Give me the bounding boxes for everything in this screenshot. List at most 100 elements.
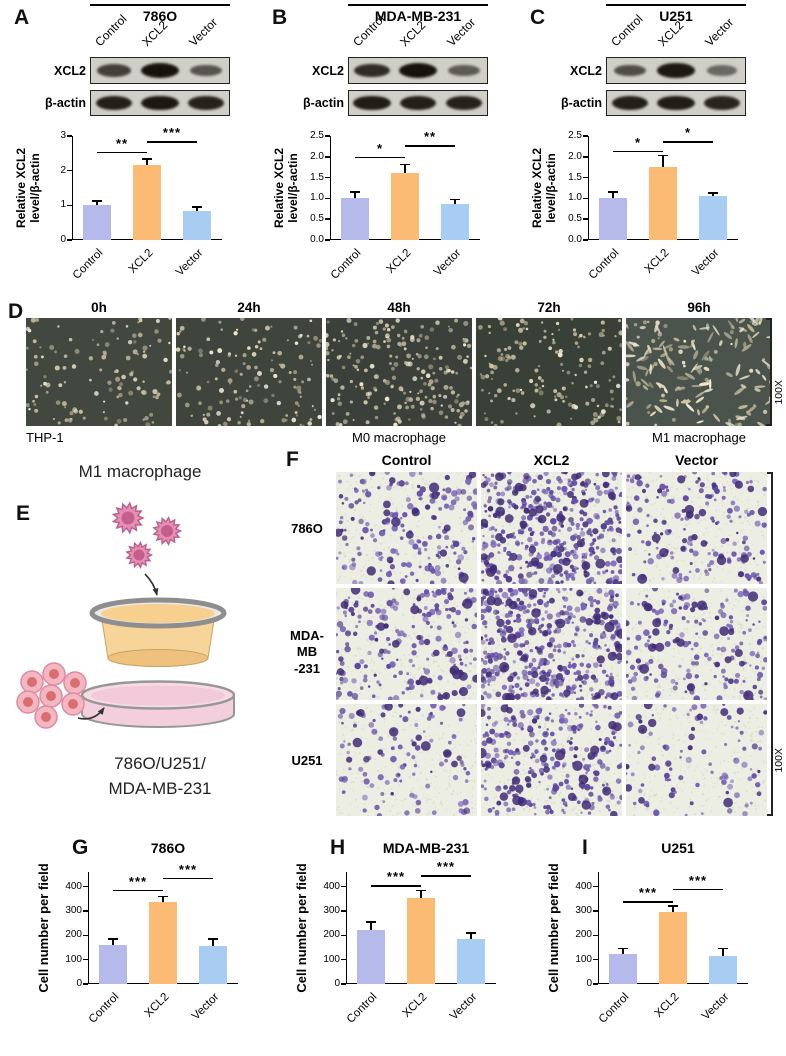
x-category-label: Control [70, 247, 106, 282]
y-tick-label: 300 [323, 904, 340, 916]
y-tick-label: 400 [323, 880, 340, 892]
bar-xcl2 [407, 897, 435, 984]
blot-band [354, 63, 390, 78]
error-bar [112, 938, 114, 946]
y-tick [583, 218, 588, 220]
significance-stars: * [634, 134, 642, 150]
error-bar-cap [158, 895, 168, 898]
y-tick-label: 0 [334, 978, 340, 989]
blot-band [399, 95, 437, 111]
bar-xcl2 [659, 912, 687, 984]
x-category-label: Control [586, 247, 622, 282]
blot-band [399, 63, 437, 78]
y-tick [341, 934, 346, 937]
panel-i: I U251 Cell number per field 0 100 200 300 40… [532, 836, 782, 1054]
panel-h: H MDA-MB-231 Cell number per field 0 100 20… [280, 836, 530, 1054]
y-tick [583, 239, 588, 241]
significance-line [623, 901, 673, 903]
blot-band [190, 64, 222, 77]
error-bar [454, 199, 456, 204]
row-label-mdamb231: MDA-MB -231 [290, 628, 324, 676]
panel-f: F Control XCL2 Vector 786O MDA-MB -231 U… [280, 448, 786, 838]
y-tick [325, 197, 330, 200]
caption-thp1: THP-1 [26, 430, 64, 445]
blot-band [95, 95, 133, 111]
blot-band [353, 95, 391, 111]
phase-micrograph [626, 318, 772, 426]
panel-a-cell-line-title: 786O [90, 4, 230, 24]
y-tick [583, 176, 588, 179]
y-tick [67, 169, 72, 172]
significance-line [355, 156, 405, 159]
error-bar-cap [618, 947, 628, 950]
col-header-vector: Vector [675, 452, 718, 468]
y-tick-label: 100 [323, 953, 340, 965]
y-tick [341, 983, 346, 985]
x-category-label: Vector [699, 991, 732, 1023]
western-blot-xcl2 [348, 57, 488, 84]
panel-b-cell-line-title: MDA-MB-231 [348, 4, 488, 24]
blot-target-label: XCL2 [312, 64, 344, 78]
caption-m0-macrophage: M0 macrophage [352, 430, 446, 445]
transwell-786o-vector [626, 472, 767, 584]
bar-vector [709, 956, 737, 984]
transwell-micrograph [481, 588, 622, 700]
y-tick [341, 885, 346, 888]
macrophage-nucleus [161, 525, 173, 537]
panel-i-title: U251 [661, 840, 695, 856]
time-label-48h: 48h [387, 300, 411, 315]
y-tick [83, 910, 88, 912]
x-category-label: Control [596, 991, 632, 1026]
macrophage-nucleus [133, 549, 145, 561]
time-label-72h: 72h [537, 300, 561, 315]
blot-band [657, 95, 695, 111]
col-header-control: Control [381, 452, 432, 468]
error-bar-cap [208, 938, 218, 940]
y-tick-label: 300 [575, 904, 592, 916]
y-tick-label: 200 [323, 929, 340, 941]
error-bar-cap [658, 154, 668, 157]
blot-band [141, 95, 179, 111]
x-category-label: Vector [431, 247, 464, 279]
transwell-micrograph [336, 472, 477, 584]
significance-line [97, 151, 147, 154]
significance-line [673, 888, 723, 891]
panel-g-title: 786O [150, 840, 186, 856]
blot-band [141, 63, 179, 78]
time-label-0h: 0h [91, 300, 107, 315]
panel-f-letter: F [286, 448, 299, 471]
western-blot-actin [90, 90, 230, 116]
y-tick-label: 0.0 [568, 234, 582, 245]
bar-control [599, 198, 627, 240]
y-tick [325, 135, 330, 137]
bar-control [99, 945, 127, 984]
blot-band [613, 64, 647, 77]
transwell-u251-control [336, 704, 477, 816]
bar-vector [699, 196, 727, 240]
significance-line [405, 145, 455, 147]
panel-b: B MDA-MB-231 Control XCL2 Vector XCL2 β-… [262, 0, 520, 298]
bar-xcl2 [391, 173, 419, 240]
panel-i-letter: I [582, 836, 588, 859]
blot-band [706, 65, 738, 76]
y-tick [83, 958, 88, 961]
x-category-label: Control [328, 247, 364, 282]
y-tick [593, 885, 598, 888]
y-tick-label: 2.5 [310, 130, 324, 141]
transwell-786o-control [336, 472, 477, 584]
y-tick [83, 983, 88, 985]
error-bar-cap [350, 191, 360, 193]
target-cells-label: 786O/U251/ MDA-MB-231 [108, 754, 212, 798]
phase-micrograph [476, 318, 622, 426]
blot-actin-label: β-actin [45, 96, 86, 110]
blot-band [187, 95, 225, 111]
bar-vector [457, 938, 485, 984]
bar-control [341, 198, 369, 240]
bar-chart-xcl2-mdamb231: Relative XCL2 level/β-actin 0.0 0.5 1.0 1.5 2… [264, 118, 518, 296]
transwell-micrograph [481, 472, 622, 584]
bar-control [83, 205, 111, 240]
y-tick-label: 1.5 [568, 171, 582, 183]
error-bar [722, 948, 724, 956]
significance-line [371, 885, 421, 887]
